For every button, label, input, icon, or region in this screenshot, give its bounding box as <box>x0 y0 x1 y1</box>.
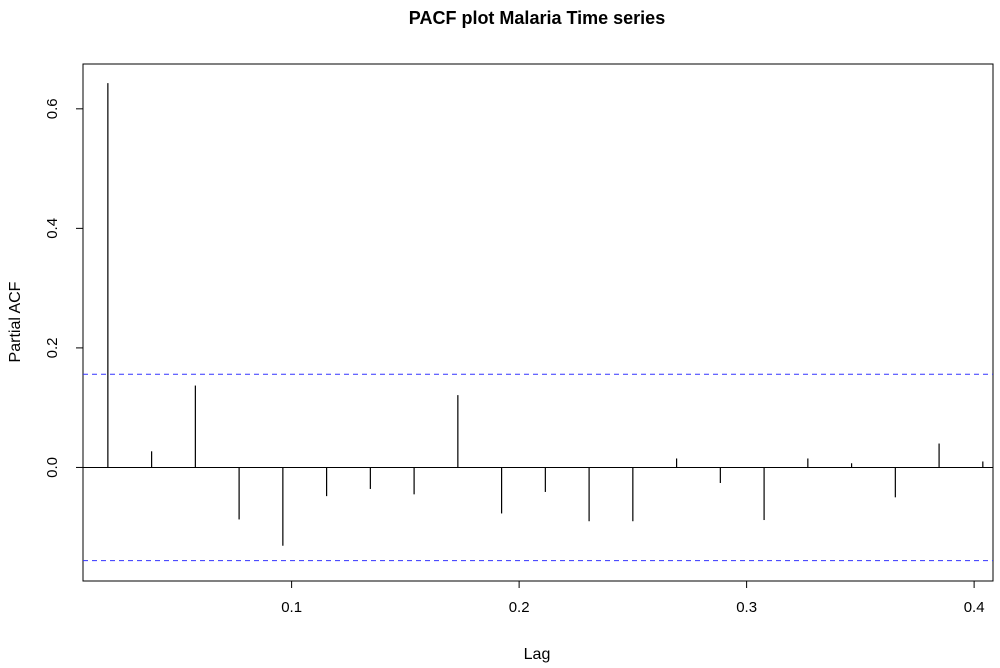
y-tick-label: 0.4 <box>44 218 61 239</box>
y-tick-label: 0.2 <box>44 337 61 358</box>
x-axis: 0.1 0.2 0.3 0.4 <box>281 581 985 616</box>
x-axis-label: Lag <box>524 646 551 663</box>
y-tick-label: 0.6 <box>44 98 61 119</box>
plot-frame <box>82 63 994 582</box>
pacf-spikes <box>107 83 984 546</box>
x-tick-label: 0.2 <box>509 599 530 616</box>
chart-title: PACF plot Malaria Time series <box>409 8 665 28</box>
x-tick-label: 0.3 <box>736 599 757 616</box>
x-tick-label: 0.1 <box>281 599 302 616</box>
y-axis-label: Partial ACF <box>7 281 24 362</box>
x-tick-label: 0.4 <box>964 599 985 616</box>
y-axis: 0.0 0.2 0.4 0.6 <box>44 98 83 478</box>
y-tick-label: 0.0 <box>44 457 61 478</box>
